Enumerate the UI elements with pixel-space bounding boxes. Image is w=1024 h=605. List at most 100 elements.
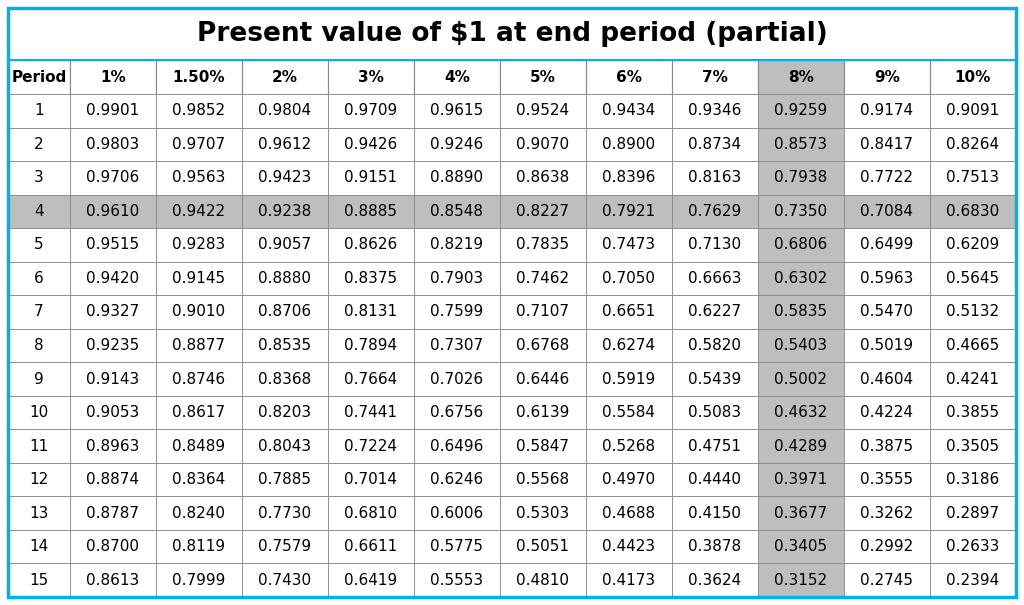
Text: 1.50%: 1.50% <box>173 70 225 85</box>
Text: 5%: 5% <box>530 70 556 85</box>
Bar <box>930 295 1016 329</box>
Text: 0.7441: 0.7441 <box>344 405 397 420</box>
Text: 0.7430: 0.7430 <box>258 573 311 587</box>
Bar <box>586 530 672 563</box>
Bar <box>156 396 242 430</box>
Bar <box>414 362 500 396</box>
Bar <box>758 362 844 396</box>
Text: 0.3405: 0.3405 <box>774 539 827 554</box>
Bar <box>70 530 156 563</box>
Text: 0.7224: 0.7224 <box>344 439 397 454</box>
Text: 2: 2 <box>34 137 44 152</box>
Bar <box>672 128 758 161</box>
Text: 0.8535: 0.8535 <box>258 338 311 353</box>
Bar <box>414 563 500 597</box>
Text: 1%: 1% <box>100 70 126 85</box>
Bar <box>328 228 414 262</box>
Text: 0.6246: 0.6246 <box>430 472 483 487</box>
Text: 0.3152: 0.3152 <box>774 573 827 587</box>
Bar <box>586 295 672 329</box>
Text: 3: 3 <box>34 171 44 185</box>
Text: 0.7835: 0.7835 <box>516 237 569 252</box>
Text: 0.5775: 0.5775 <box>430 539 483 554</box>
Text: 0.7050: 0.7050 <box>602 271 655 286</box>
Text: 0.6006: 0.6006 <box>430 506 483 521</box>
Text: 0.7350: 0.7350 <box>774 204 827 219</box>
Bar <box>70 430 156 463</box>
Bar <box>414 329 500 362</box>
Bar <box>242 396 328 430</box>
Bar <box>8 430 70 463</box>
Bar <box>930 430 1016 463</box>
Text: 0.9346: 0.9346 <box>688 103 741 118</box>
Text: 15: 15 <box>30 573 48 587</box>
Text: 11: 11 <box>30 439 48 454</box>
Bar <box>844 530 930 563</box>
Text: 0.9423: 0.9423 <box>258 171 311 185</box>
Bar <box>70 396 156 430</box>
Text: 0.9434: 0.9434 <box>602 103 655 118</box>
Text: 0.5002: 0.5002 <box>774 371 827 387</box>
Bar <box>586 94 672 128</box>
Bar <box>328 329 414 362</box>
Bar <box>8 94 70 128</box>
Text: 0.9426: 0.9426 <box>344 137 397 152</box>
Bar <box>156 430 242 463</box>
Text: 0.9901: 0.9901 <box>86 103 139 118</box>
Text: 7: 7 <box>34 304 44 319</box>
Bar <box>844 396 930 430</box>
Bar <box>672 94 758 128</box>
Text: 0.4688: 0.4688 <box>602 506 655 521</box>
Bar <box>586 228 672 262</box>
Bar <box>758 496 844 530</box>
Bar <box>414 530 500 563</box>
Bar <box>844 161 930 195</box>
Bar <box>672 496 758 530</box>
Bar <box>930 195 1016 228</box>
Text: 0.8734: 0.8734 <box>688 137 741 152</box>
Text: 0.4665: 0.4665 <box>946 338 999 353</box>
Bar <box>672 329 758 362</box>
Text: 0.4970: 0.4970 <box>602 472 655 487</box>
Text: 10%: 10% <box>954 70 991 85</box>
Text: 0.4423: 0.4423 <box>602 539 655 554</box>
Bar <box>672 228 758 262</box>
Text: 0.8364: 0.8364 <box>172 472 225 487</box>
Text: 6%: 6% <box>616 70 642 85</box>
Bar <box>414 195 500 228</box>
Bar <box>930 463 1016 496</box>
Bar <box>758 563 844 597</box>
Text: 0.2633: 0.2633 <box>946 539 999 554</box>
Bar <box>70 463 156 496</box>
Bar <box>414 161 500 195</box>
Bar <box>586 262 672 295</box>
Bar <box>930 94 1016 128</box>
Text: 0.8375: 0.8375 <box>344 271 397 286</box>
Text: 0.6830: 0.6830 <box>946 204 999 219</box>
Text: 0.5051: 0.5051 <box>516 539 569 554</box>
Text: 0.3505: 0.3505 <box>946 439 999 454</box>
Bar <box>70 60 156 94</box>
Text: 0.7629: 0.7629 <box>688 204 741 219</box>
Text: 0.8203: 0.8203 <box>258 405 311 420</box>
Bar <box>930 530 1016 563</box>
Bar <box>672 430 758 463</box>
Bar <box>8 128 70 161</box>
Text: 0.8131: 0.8131 <box>344 304 397 319</box>
Bar <box>758 94 844 128</box>
Text: 0.7462: 0.7462 <box>516 271 569 286</box>
Text: 0.7664: 0.7664 <box>344 371 397 387</box>
Text: 0.7722: 0.7722 <box>860 171 913 185</box>
Bar <box>156 496 242 530</box>
Text: 2%: 2% <box>272 70 298 85</box>
Bar <box>414 496 500 530</box>
Bar <box>156 228 242 262</box>
Text: 0.6446: 0.6446 <box>516 371 569 387</box>
Bar <box>586 396 672 430</box>
Text: 0.4632: 0.4632 <box>774 405 827 420</box>
Text: 5: 5 <box>34 237 44 252</box>
Bar <box>844 496 930 530</box>
Text: 0.9709: 0.9709 <box>344 103 397 118</box>
Bar <box>672 396 758 430</box>
Bar <box>672 161 758 195</box>
